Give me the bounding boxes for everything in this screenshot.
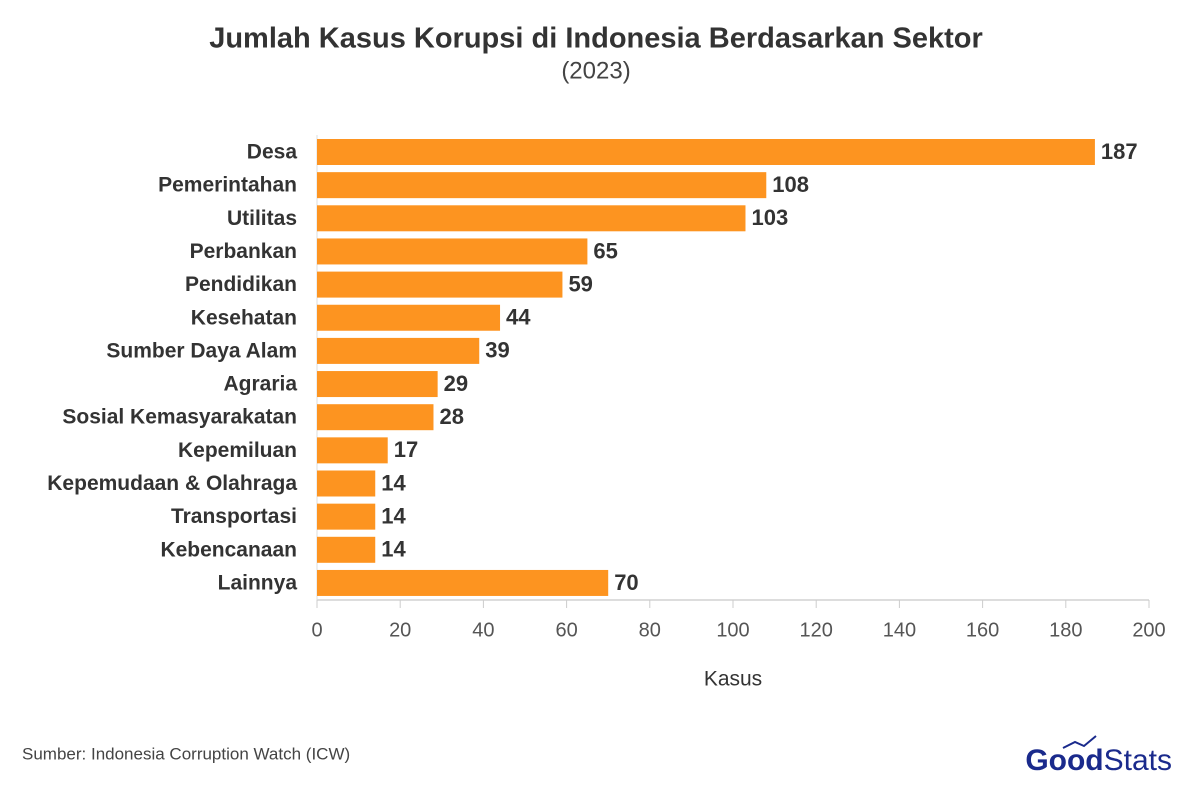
value-label: 39 [485,338,509,363]
y-tick-label: Kepemudaan & Olahraga [47,472,297,495]
x-tick-label: 140 [883,619,916,641]
y-tick-label: Kepemiluan [178,439,297,462]
bar [317,304,501,331]
bar [317,205,746,232]
x-tick-label: 100 [716,619,749,641]
value-label: 59 [568,271,592,296]
x-tick-label: 40 [472,619,494,641]
x-tick-label: 200 [1132,619,1165,641]
bar [317,371,438,398]
bar [317,337,480,364]
bar [317,238,588,265]
value-label: 28 [439,404,463,429]
y-tick-label: Kesehatan [191,306,297,329]
y-tick-label: Agraria [223,373,297,396]
chart-title: Jumlah Kasus Korupsi di Indonesia Berdas… [209,23,983,55]
logo-good: Good [1025,744,1103,777]
bar [317,569,609,596]
bar [317,139,1095,165]
x-tick-label: 80 [639,619,661,641]
logo: GoodStats [1025,744,1172,777]
value-label: 65 [593,238,617,263]
logo-stats: Stats [1104,744,1172,777]
value-label: 108 [772,172,809,197]
x-tick-label: 160 [966,619,999,641]
value-label: 14 [381,470,406,495]
value-label: 70 [614,570,638,595]
y-tick-label: Pendidikan [185,273,297,296]
bar [317,271,563,298]
value-label: 44 [506,305,531,330]
value-label: 29 [444,371,468,396]
x-tick-label: 180 [1049,619,1082,641]
bar [317,404,434,431]
bar [317,437,388,464]
y-tick-label: Pemerintahan [158,174,297,197]
bar [317,503,376,530]
x-axis-label: Kasus [704,668,762,691]
value-label: 187 [1101,139,1138,164]
x-tick-label: 120 [800,619,833,641]
bar [317,172,767,199]
bar [317,536,376,563]
x-tick-label: 0 [311,619,322,641]
y-tick-label: Desa [247,141,298,164]
chart-subtitle: (2023) [561,57,630,84]
y-tick-label: Sosial Kemasyarakatan [62,406,297,429]
x-tick-label: 20 [389,619,411,641]
y-tick-label: Lainnya [218,571,298,594]
x-tick-label: 60 [555,619,577,641]
y-tick-label: Kebencanaan [160,538,297,561]
source: Sumber: Indonesia Corruption Watch (ICW) [22,744,350,763]
value-label: 14 [381,503,406,528]
y-tick-label: Perbankan [190,240,297,263]
value-label: 14 [381,537,406,562]
y-tick-label: Utilitas [227,207,297,230]
value-label: 103 [751,205,788,230]
logo-icon [1062,735,1097,749]
value-label: 17 [394,437,418,462]
bar [317,470,376,497]
y-tick-label: Transportasi [171,505,297,528]
y-tick-label: Sumber Daya Alam [106,339,297,362]
